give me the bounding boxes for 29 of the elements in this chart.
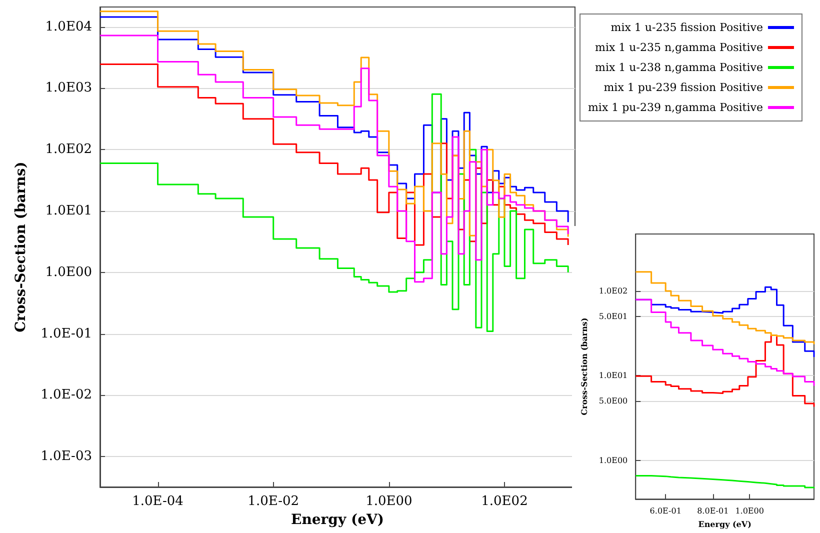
- x-tick-label: 1.0E00: [366, 494, 412, 509]
- y-tick-label: 1.0E02: [45, 142, 92, 158]
- legend-label: mix 1 u-235 n,gamma Positive: [595, 41, 763, 54]
- y-tick-label: 1.0E00: [45, 264, 92, 280]
- x-tick-label: 1.0E00: [735, 506, 764, 516]
- legend-label: mix 1 u-238 n,gamma Positive: [595, 61, 763, 74]
- x-tick-label: 1.0E-04: [132, 494, 184, 509]
- legend-label: mix 1 u-235 fission Positive: [610, 21, 763, 34]
- y-tick-label: 1.0E03: [45, 80, 92, 96]
- y-tick-label: 1.0E00: [598, 456, 628, 465]
- y-tick-label: 1.0E01: [598, 371, 628, 380]
- x-tick-label: 1.0E02: [481, 494, 528, 509]
- x-tick-label: 1.0E-02: [248, 494, 300, 509]
- y-tick-label: 5.0E00: [598, 396, 628, 406]
- x-axis-title: Energy (eV): [291, 512, 384, 528]
- y-tick-label: 5.0E01: [598, 312, 628, 321]
- x-tick-label: 6.0E-01: [650, 506, 682, 516]
- y-tick-label: 1.0E02: [598, 286, 628, 296]
- y-tick-label: 1.0E-03: [40, 449, 92, 464]
- x-tick-label: 8.0E-01: [697, 506, 729, 516]
- y-tick-label: 1.0E-02: [40, 388, 92, 403]
- y-tick-label: 1.0E-01: [40, 326, 92, 342]
- y-axis-title: Cross-Section (barns): [13, 162, 29, 332]
- y-axis-title: Cross-Section (barns): [579, 318, 589, 416]
- x-axis-title: Energy (eV): [698, 519, 752, 529]
- legend-label: mix 1 pu-239 fission Positive: [604, 81, 763, 94]
- y-tick-label: 1.0E04: [45, 19, 92, 34]
- legend-label: mix 1 pu-239 n,gamma Positive: [588, 101, 763, 114]
- y-tick-label: 1.0E01: [45, 204, 92, 218]
